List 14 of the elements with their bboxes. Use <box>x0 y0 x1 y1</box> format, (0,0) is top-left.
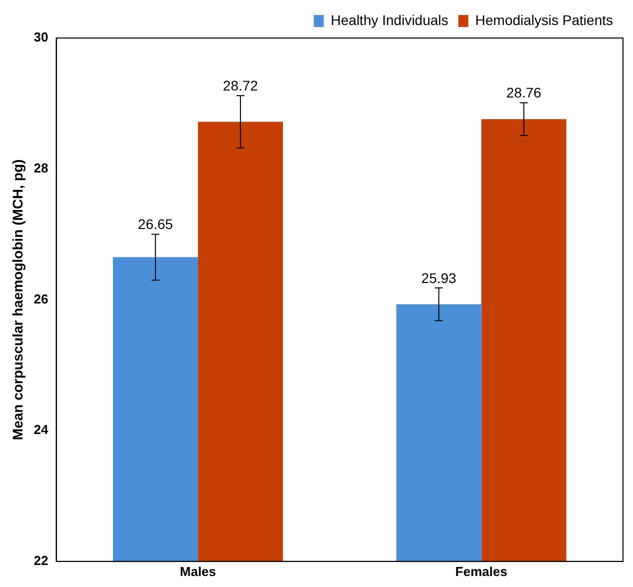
legend-label: Hemodialysis Patients <box>475 12 614 28</box>
y-tick-label: 24 <box>34 422 50 438</box>
data-label: 28.76 <box>506 84 542 101</box>
data-label: 28.72 <box>222 77 258 94</box>
legend-label: Healthy Individuals <box>330 12 448 28</box>
y-tick-label: 30 <box>34 30 48 45</box>
data-label: 26.65 <box>138 216 174 232</box>
y-tick-label: 26 <box>34 291 48 306</box>
data-label: 25.93 <box>421 270 457 286</box>
y-tick-label: 22 <box>34 552 48 568</box>
x-tick-label: Females <box>455 564 508 579</box>
y-axis-title: Mean corpuscular haemoglobin (MCH, pg) <box>9 159 26 440</box>
y-tick-label: 28 <box>34 160 48 176</box>
x-tick-label: Males <box>180 564 216 579</box>
